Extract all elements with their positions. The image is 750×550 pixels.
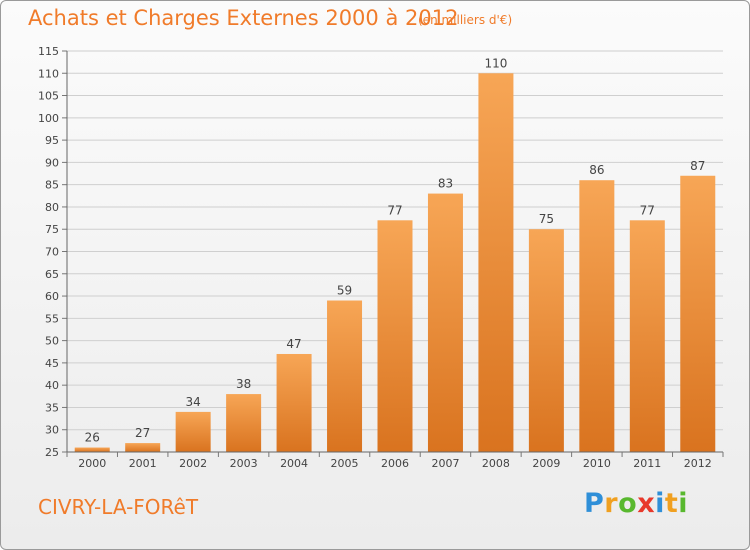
bar[interactable] xyxy=(478,73,514,453)
bar-value-label: 110 xyxy=(484,56,507,70)
y-tick-label: 55 xyxy=(45,312,59,325)
x-tick-label: 2000 xyxy=(78,457,106,470)
bar-value-label: 77 xyxy=(640,203,655,217)
bar-value-label: 75 xyxy=(539,212,554,226)
brand-letter: x xyxy=(637,488,656,519)
y-tick-label: 90 xyxy=(45,156,59,169)
y-tick-label: 35 xyxy=(45,401,59,414)
bar-value-label: 86 xyxy=(589,163,604,177)
bar[interactable] xyxy=(125,443,161,452)
y-tick-label: 50 xyxy=(45,335,59,348)
x-tick-label: 2012 xyxy=(684,457,712,470)
brand-letter: i xyxy=(678,488,689,519)
axes xyxy=(66,51,723,453)
brand-letter: o xyxy=(618,488,638,519)
commune-name: CIVRY-LA-FORêT xyxy=(38,495,199,519)
bar[interactable] xyxy=(175,411,211,452)
y-tick-label: 75 xyxy=(45,223,59,236)
bar-value-label: 38 xyxy=(236,377,251,391)
bar-value-label: 26 xyxy=(85,431,100,445)
bars: 26 27 34 38 47 59 77 83 110 75 86 77 87 xyxy=(74,56,716,453)
bar[interactable] xyxy=(226,394,262,452)
x-tick-label: 2008 xyxy=(482,457,510,470)
x-tick-label: 2011 xyxy=(633,457,661,470)
y-tick-label: 100 xyxy=(38,112,59,125)
y-axis-ticks: 25 30 35 40 45 50 55 60 65 70 75 80 85 90 95 100 105 110 1… xyxy=(38,45,67,459)
y-tick-label: 80 xyxy=(45,201,59,214)
bar[interactable] xyxy=(276,353,312,452)
proxiti-logo[interactable]: Proxiti xyxy=(584,488,688,519)
y-tick-label: 115 xyxy=(38,45,59,58)
x-tick-label: 2001 xyxy=(129,457,157,470)
x-tick-label: 2006 xyxy=(381,457,409,470)
bar[interactable] xyxy=(377,220,413,452)
bar-value-label: 59 xyxy=(337,284,352,298)
x-tick-label: 2007 xyxy=(431,457,459,470)
bar[interactable] xyxy=(680,175,716,452)
x-tick-label: 2002 xyxy=(179,457,207,470)
y-tick-label: 85 xyxy=(45,179,59,192)
bar[interactable] xyxy=(528,229,564,452)
brand-letter: t xyxy=(664,488,679,519)
brand-letter: i xyxy=(655,488,665,519)
x-tick-label: 2009 xyxy=(532,457,560,470)
bar[interactable] xyxy=(579,180,615,452)
bar[interactable] xyxy=(427,193,463,453)
y-tick-label: 30 xyxy=(45,424,59,437)
y-tick-label: 40 xyxy=(45,379,59,392)
y-tick-label: 95 xyxy=(45,134,59,147)
x-tick-label: 2004 xyxy=(280,457,308,470)
x-axis-ticks: 2000 2001 2002 2003 2004 2005 2006 2007 2008 2009… xyxy=(66,452,724,470)
bar-value-label: 83 xyxy=(438,177,453,191)
y-tick-label: 70 xyxy=(45,246,59,259)
bar-value-label: 77 xyxy=(387,203,402,217)
bar-value-label: 87 xyxy=(690,159,705,173)
bar-value-label: 34 xyxy=(186,395,201,409)
y-tick-label: 65 xyxy=(45,268,59,281)
x-tick-label: 2003 xyxy=(230,457,258,470)
bar-value-label: 47 xyxy=(286,337,301,351)
chart-title: Achats et Charges Externes 2000 à 2012 xyxy=(28,6,459,30)
brand-letter: P xyxy=(584,488,605,519)
chart-subtitle: (en milliers d'€) xyxy=(418,13,513,27)
bar[interactable] xyxy=(74,447,110,452)
bar-value-label: 27 xyxy=(135,426,150,440)
y-tick-label: 110 xyxy=(38,67,59,80)
y-tick-label: 105 xyxy=(38,90,59,103)
bar[interactable] xyxy=(629,220,665,452)
bar[interactable] xyxy=(327,300,363,452)
brand-letter: r xyxy=(604,488,619,519)
y-tick-label: 60 xyxy=(45,290,59,303)
y-tick-label: 45 xyxy=(45,357,59,370)
x-tick-label: 2005 xyxy=(331,457,359,470)
x-tick-label: 2010 xyxy=(583,457,611,470)
y-tick-label: 25 xyxy=(45,446,59,459)
